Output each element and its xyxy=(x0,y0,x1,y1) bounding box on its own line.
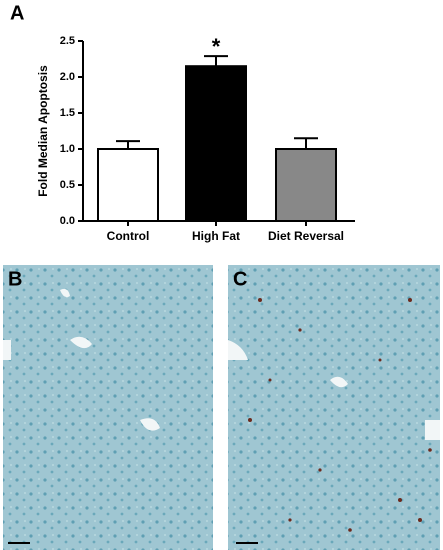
plot: 0.0 0.5 1.0 1.5 2.0 2.5 Control High Fat Diet Re… xyxy=(60,34,355,243)
x-tick-label: High Fat xyxy=(192,229,240,243)
y-tick-label: 0.0 xyxy=(60,215,75,227)
y-tick-label: 1.0 xyxy=(60,143,75,155)
y-tick-label: 2.5 xyxy=(60,35,75,47)
panel-label: B xyxy=(8,268,22,290)
panel-label: C xyxy=(233,268,247,290)
x-tick-label: Diet Reversal xyxy=(268,229,344,243)
significance-marker: * xyxy=(212,34,221,59)
y-axis-title: Fold Median Apoptosis xyxy=(36,65,50,197)
bar xyxy=(275,148,337,222)
micrograph-b: B xyxy=(3,265,213,550)
y-tick-label: 0.5 xyxy=(60,179,75,191)
bar xyxy=(185,65,247,222)
micrograph-c: C xyxy=(228,265,440,550)
y-tick-label: 2.0 xyxy=(60,71,75,83)
bar xyxy=(97,148,159,222)
panel-label: A xyxy=(10,2,24,24)
y-tick-label: 1.5 xyxy=(60,107,75,119)
x-tick-label: Control xyxy=(107,229,150,243)
